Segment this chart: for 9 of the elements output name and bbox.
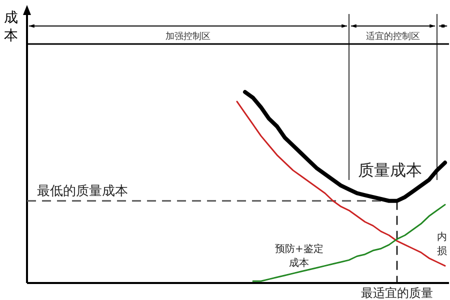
text: 适宜的控制区 [366,31,420,42]
annotation: 内损 [437,230,447,257]
text: 成本 [4,10,18,44]
text: 预防+鉴定 [274,244,324,255]
y-axis-title: 成本 [289,256,310,269]
ref-line-label: 最低的质量成本 [37,184,128,199]
annotation: 质量成本 [358,160,422,180]
text: 加强控制区 [166,31,210,42]
x-axis-title: 最适宜的质量 [361,286,433,300]
